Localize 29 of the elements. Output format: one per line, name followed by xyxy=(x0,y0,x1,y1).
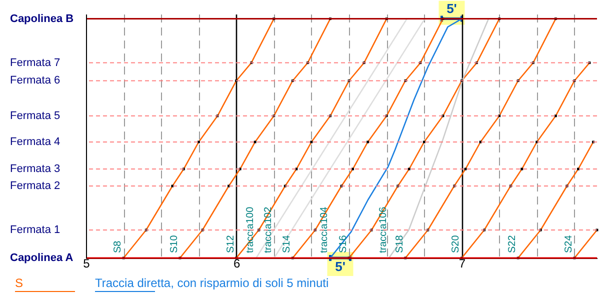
text: traccia104 xyxy=(319,206,330,253)
x-tick-label: 6 xyxy=(233,256,240,270)
text: S22 xyxy=(507,234,518,253)
annotation: 5' xyxy=(335,259,346,274)
text: S10 xyxy=(168,234,180,253)
text: S20 xyxy=(450,234,462,253)
text: S8 xyxy=(112,240,124,253)
ref-line-label: Capolinea B xyxy=(10,12,74,25)
ref-line-label: Fermata 2 xyxy=(10,180,60,192)
ref-line-label: Fermata 4 xyxy=(10,136,60,148)
text: traccia102 xyxy=(263,206,274,253)
text: S xyxy=(15,276,24,290)
ref-line-label: Capolinea A xyxy=(10,252,74,264)
ref-line-label: Fermata 3 xyxy=(10,163,60,176)
text: traccia100 xyxy=(245,206,256,253)
x-tick-label: 5 xyxy=(83,256,90,270)
text: S14 xyxy=(282,234,293,253)
ref-line-label: Fermata 1 xyxy=(10,224,60,236)
text: traccia106 xyxy=(378,206,389,253)
annotation: 5' xyxy=(446,0,457,16)
ref-line-label: Fermata 6 xyxy=(10,74,60,87)
ref-line-label: Fermata 7 xyxy=(10,56,60,69)
ref-line-label: Fermata 5 xyxy=(10,110,60,122)
text: S24 xyxy=(563,234,574,253)
text: S16 xyxy=(338,234,350,253)
text: S12 xyxy=(225,234,236,253)
text: Traccia diretta, con risparmio di soli 5 minuti xyxy=(95,276,329,290)
x-tick-label: 7 xyxy=(458,256,466,270)
text: S18 xyxy=(394,234,406,253)
